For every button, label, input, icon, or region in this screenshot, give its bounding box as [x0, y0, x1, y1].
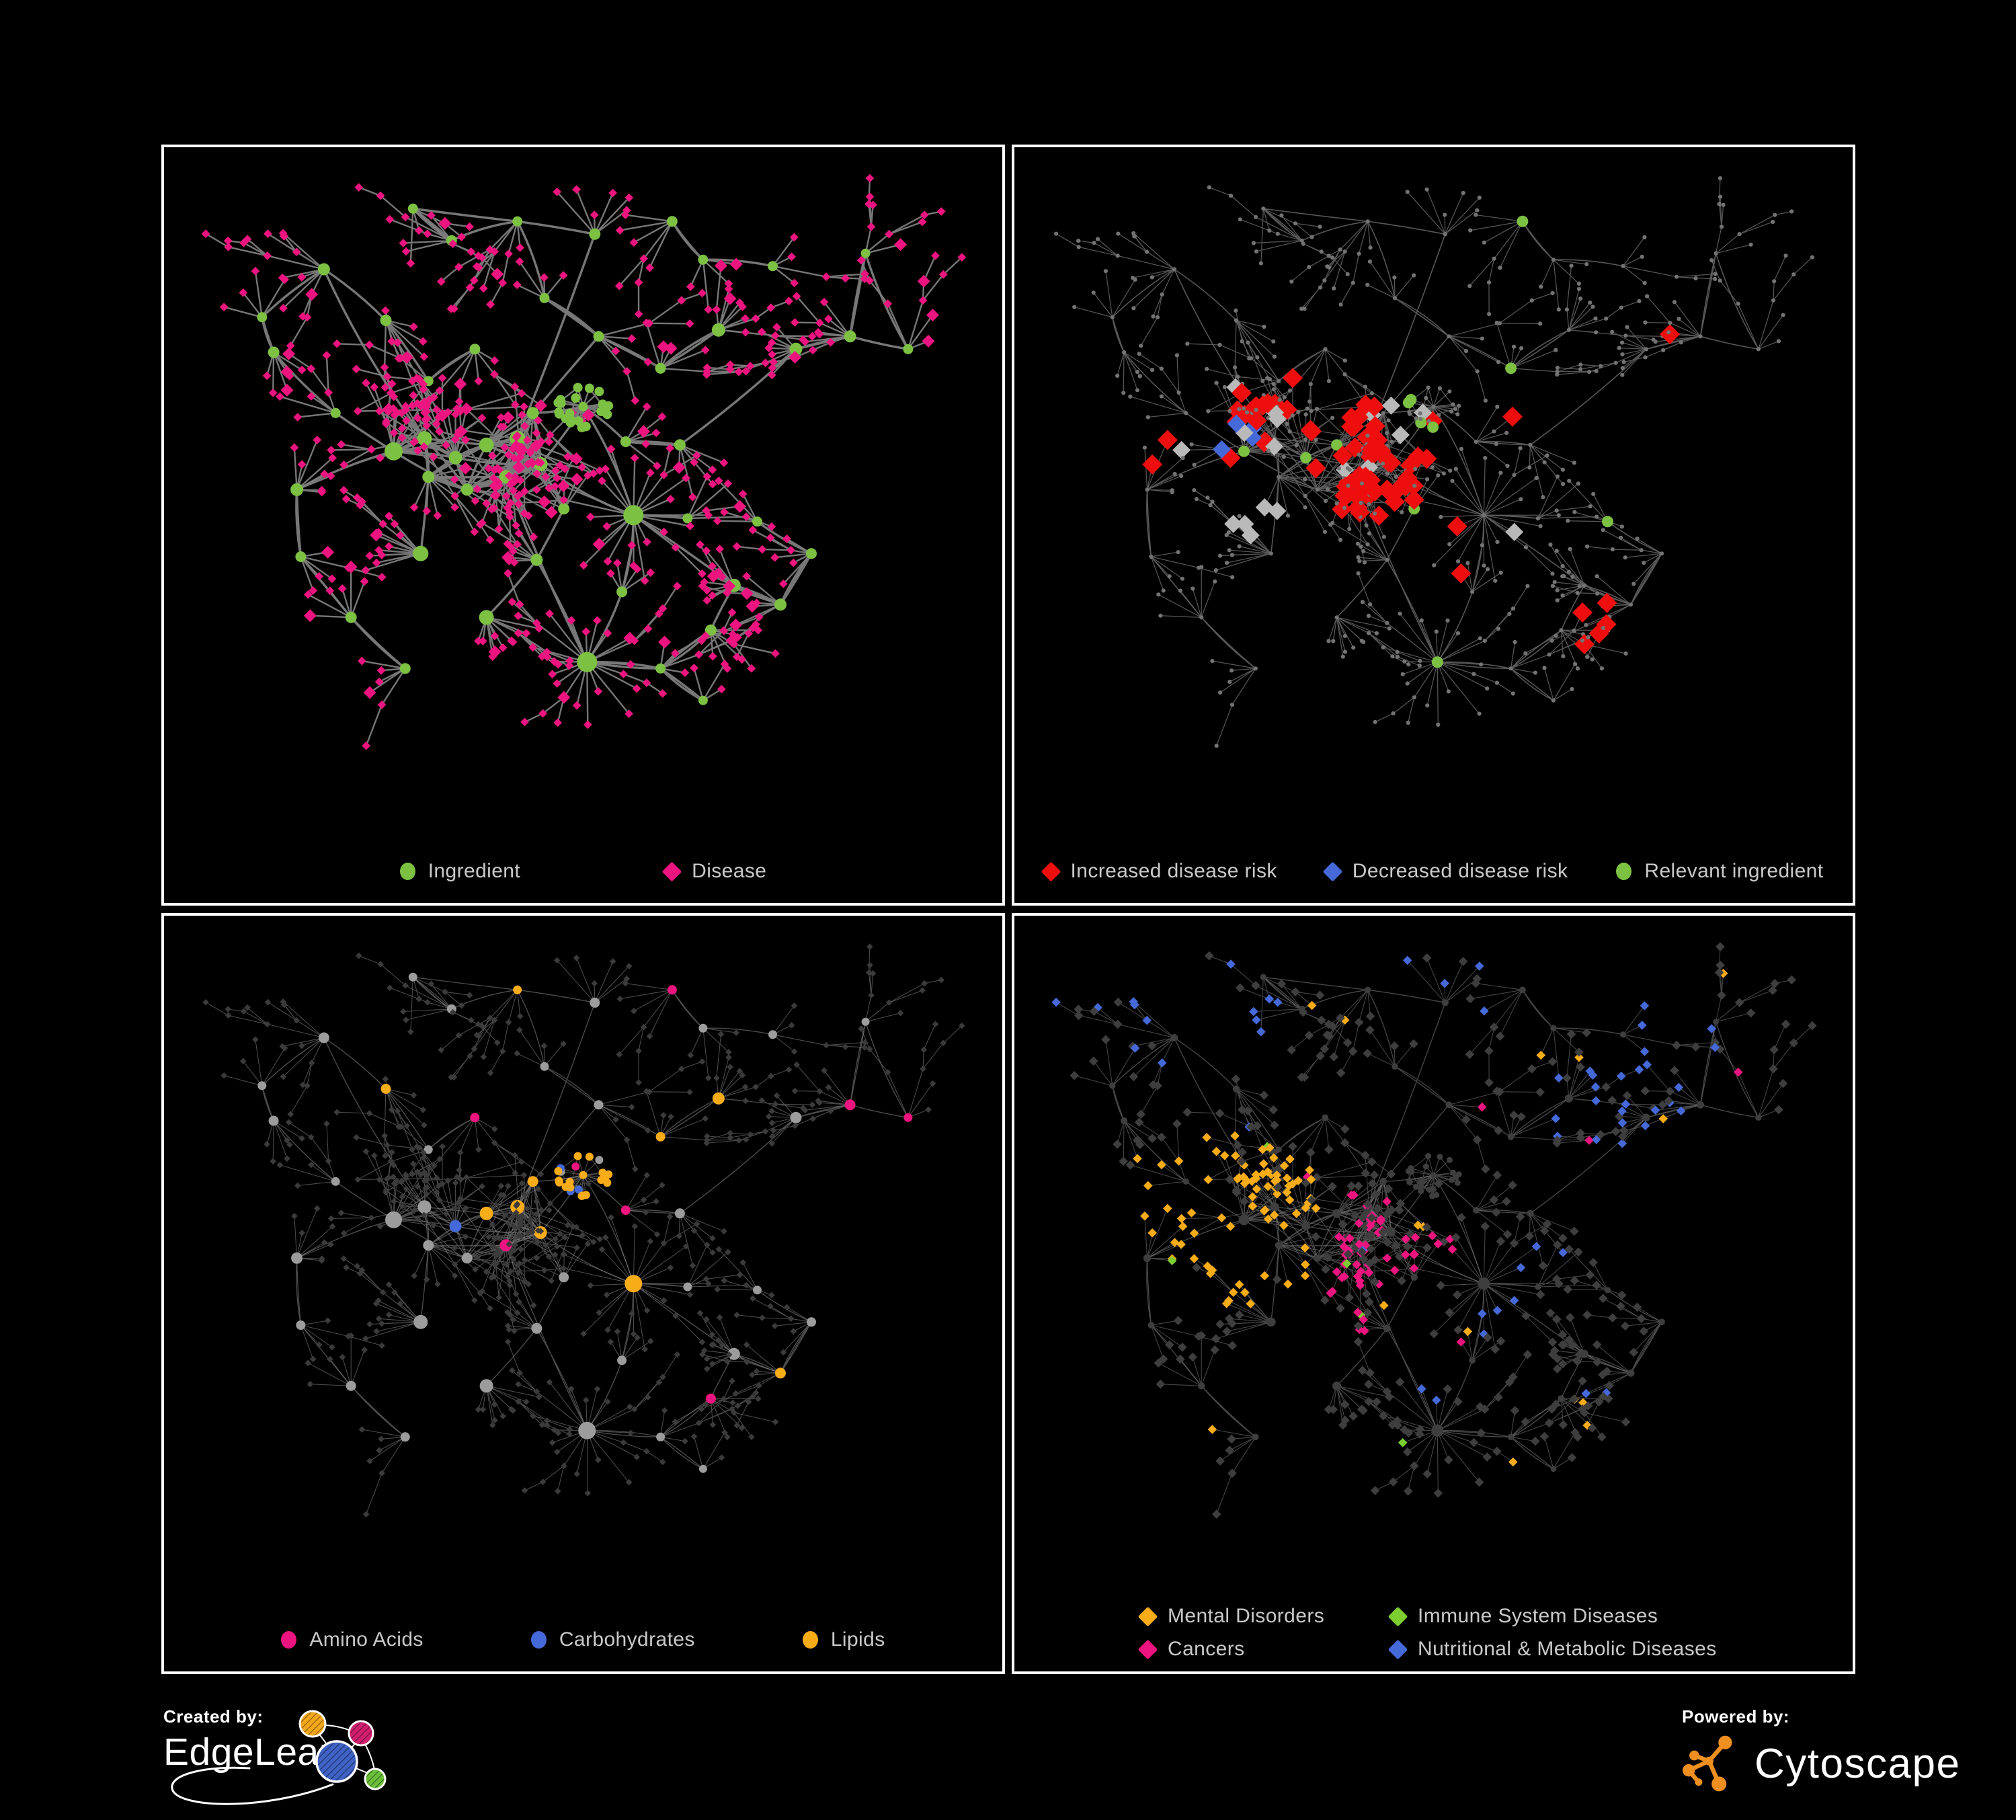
powered-by-label: Powered by:: [1682, 1706, 1790, 1727]
panel-nutrient-classes: Amino Acids Carbohydrates Lipids: [161, 913, 1005, 1674]
cytoscape-brand-row: Cytoscape: [1682, 1733, 1991, 1794]
legend-disease-risk: Increased disease risk Decreased disease…: [1014, 860, 1853, 883]
cytoscape-logo-icon: [1682, 1735, 1732, 1792]
panel-ingredient-disease: Ingredient Disease: [161, 145, 1005, 906]
legend-ingredient-disease: Ingredient Disease: [164, 860, 1002, 883]
legend-item-immune-diseases: Immune System Diseases: [1387, 1605, 1832, 1628]
nutrient-class-graph: [202, 943, 965, 1517]
legend-item-mental-disorders: Mental Disorders: [1137, 1605, 1391, 1628]
legend-item-carbohydrates: Carbohydrates: [530, 1628, 695, 1651]
lipids-marker-icon: [802, 1631, 818, 1649]
panel-grid: Ingredient Disease Increased disease ris…: [161, 145, 1855, 1674]
legend-item-relevant-ingredient: Relevant ingredient: [1616, 860, 1823, 883]
legend-label: Disease: [692, 860, 767, 882]
cytoscape-wordmark: Cytoscape: [1755, 1740, 1961, 1787]
panel-disease-risk: Increased disease risk Decreased disease…: [1012, 145, 1855, 906]
edgeleap-credit: Created by: EdgeLeap: [163, 1706, 412, 1814]
legend-item-decreased-risk: Decreased disease risk: [1322, 860, 1568, 883]
ingredient-marker-icon: [399, 863, 415, 880]
legend-label: Cancers: [1168, 1638, 1245, 1660]
cytoscape-credit: Powered by: Cytosc: [1682, 1706, 1991, 1814]
disease-risk-graph: [1054, 176, 1814, 748]
legend-label: Mental Disorders: [1168, 1605, 1325, 1627]
immune-diseases-marker-icon: [1387, 1606, 1408, 1626]
legend-item-lipids: Lipids: [802, 1628, 885, 1651]
legend-item-amino-acids: Amino Acids: [281, 1628, 423, 1651]
disease-marker-icon: [661, 861, 682, 881]
legend-item-cancers: Cancers: [1137, 1638, 1391, 1661]
legend-item-nutritional-metabolic: Nutritional & Metabolic Diseases: [1387, 1638, 1832, 1661]
legend-label: Increased disease risk: [1070, 860, 1277, 882]
legend-label: Nutritional & Metabolic Diseases: [1418, 1638, 1717, 1660]
legend-item-disease: Disease: [661, 860, 767, 883]
mental-disorders-marker-icon: [1137, 1606, 1158, 1626]
decreased-risk-marker-icon: [1322, 861, 1343, 881]
legend-nutrient-classes: Amino Acids Carbohydrates Lipids: [164, 1628, 1002, 1651]
legend-label: Ingredient: [428, 860, 521, 882]
legend-label: Lipids: [830, 1628, 885, 1651]
ingredient-disease-graph: [201, 173, 967, 750]
disease-class-graph: [1051, 942, 1817, 1519]
legend-label: Immune System Diseases: [1418, 1605, 1658, 1627]
edgeleap-wordmark: EdgeLeap: [163, 1731, 341, 1774]
legend-label: Decreased disease risk: [1352, 860, 1568, 882]
relevant-ingredient-marker-icon: [1616, 863, 1632, 880]
legend-disease-classes: Mental Disorders Immune System Diseases …: [1137, 1605, 1832, 1661]
legend-item-increased-risk: Increased disease risk: [1041, 860, 1277, 883]
carbohydrates-marker-icon: [530, 1631, 547, 1649]
panel-disease-classes: Mental Disorders Immune System Diseases …: [1012, 913, 1855, 1674]
legend-label: Carbohydrates: [559, 1628, 695, 1651]
legend-item-ingredient: Ingredient: [399, 860, 521, 883]
cancers-marker-icon: [1137, 1639, 1158, 1659]
nutritional-metabolic-marker-icon: [1387, 1639, 1408, 1659]
legend-label: Amino Acids: [309, 1628, 424, 1651]
increased-risk-marker-icon: [1041, 861, 1061, 881]
legend-label: Relevant ingredient: [1644, 860, 1824, 882]
amino-acids-marker-icon: [281, 1631, 297, 1649]
created-by-label: Created by:: [163, 1706, 264, 1727]
